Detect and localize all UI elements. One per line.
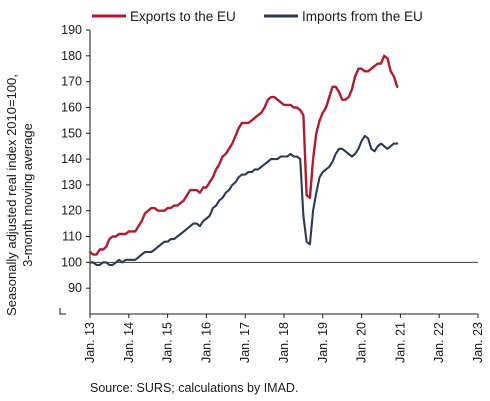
x-tick-label: Jan. 19 — [316, 322, 330, 363]
x-tick-label: Jan. 15 — [161, 322, 175, 363]
y-tick-label: 170 — [61, 75, 82, 89]
y-axis-title-line1: Seasonally adjusted real index 2010=100, — [4, 74, 19, 316]
y-axis-title-line2: 3-month moving average — [20, 123, 35, 267]
x-tick-label: Jan. 13 — [83, 322, 97, 363]
x-tick-label: Jan. 20 — [355, 322, 369, 363]
source-note: Source: SURS; calculations by IMAD. — [90, 381, 298, 395]
axes: 90 100 110 120 130 140 150 160 170 180 190 Jan. 13 J… — [59, 23, 485, 363]
legend: Exports to the EU Imports from the EU — [92, 9, 423, 24]
plot-area — [88, 54, 399, 266]
y-axis-title: Seasonally adjusted real index 2010=100,… — [4, 74, 35, 316]
x-tick-label: Jan. 23 — [471, 322, 485, 363]
y-tick-label: 110 — [62, 230, 82, 244]
y-tick-label: 180 — [61, 49, 82, 63]
y-tick-label: 160 — [61, 100, 82, 114]
x-tick-label: Jan. 21 — [393, 322, 407, 363]
y-tick-label: 90 — [68, 281, 82, 295]
y-tick-label: 140 — [61, 152, 82, 166]
x-tick-label: Jan. 18 — [277, 322, 291, 363]
x-tick-label: Jan. 17 — [238, 322, 252, 363]
y-tick-label: 120 — [61, 204, 82, 218]
x-tick-label: Jan. 22 — [432, 322, 446, 363]
series-line-exports — [88, 54, 399, 256]
y-tick-label: 150 — [61, 126, 82, 140]
legend-label-exports: Exports to the EU — [130, 9, 236, 24]
x-tick-label: Jan. 16 — [199, 322, 213, 363]
series-line-imports — [88, 134, 399, 266]
legend-label-imports: Imports from the EU — [302, 9, 423, 24]
y-tick-label: 130 — [61, 178, 82, 192]
y-tick-label: 100 — [61, 255, 82, 269]
x-tick-label: Jan. 14 — [122, 322, 136, 363]
y-tick-label: 190 — [61, 23, 82, 37]
axis-break-mark — [59, 308, 66, 315]
